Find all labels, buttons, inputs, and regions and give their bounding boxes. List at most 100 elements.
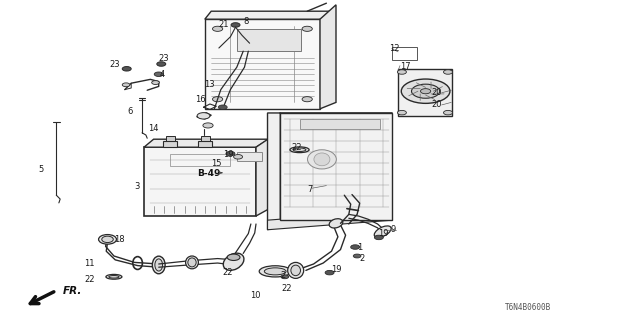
Circle shape <box>218 105 227 109</box>
Text: 15: 15 <box>211 159 221 168</box>
Circle shape <box>154 72 163 76</box>
Text: 18: 18 <box>114 235 125 244</box>
Bar <box>163 141 177 147</box>
Circle shape <box>444 70 452 74</box>
Text: 2: 2 <box>360 254 365 263</box>
Polygon shape <box>320 5 336 109</box>
Text: 6: 6 <box>128 107 133 116</box>
Circle shape <box>281 275 289 279</box>
Text: 5: 5 <box>38 165 44 174</box>
Ellipse shape <box>152 256 165 274</box>
Ellipse shape <box>291 265 301 276</box>
Text: 7: 7 <box>307 185 312 194</box>
Ellipse shape <box>288 262 304 278</box>
Polygon shape <box>144 147 256 216</box>
Bar <box>392 47 417 60</box>
Text: 20: 20 <box>431 100 442 109</box>
Text: 2: 2 <box>280 271 285 280</box>
Text: 19: 19 <box>223 150 233 159</box>
Ellipse shape <box>106 275 122 279</box>
Circle shape <box>152 81 159 84</box>
Ellipse shape <box>188 258 196 267</box>
Ellipse shape <box>314 153 330 166</box>
Text: 11: 11 <box>84 259 95 268</box>
Ellipse shape <box>293 148 306 152</box>
Ellipse shape <box>223 253 244 270</box>
Ellipse shape <box>259 266 291 277</box>
Text: 19: 19 <box>378 229 388 238</box>
Text: 17: 17 <box>400 62 411 71</box>
Polygon shape <box>205 19 320 109</box>
Polygon shape <box>205 11 333 19</box>
Polygon shape <box>300 119 380 129</box>
Circle shape <box>401 79 450 103</box>
Bar <box>198 141 212 147</box>
Ellipse shape <box>264 268 286 275</box>
Text: 23: 23 <box>109 60 120 69</box>
Circle shape <box>203 123 213 128</box>
Circle shape <box>420 89 431 94</box>
Circle shape <box>353 254 361 258</box>
Circle shape <box>234 155 243 159</box>
Text: 13: 13 <box>204 80 214 89</box>
Polygon shape <box>268 211 392 230</box>
Circle shape <box>325 270 334 275</box>
Text: 22: 22 <box>292 143 302 152</box>
Circle shape <box>444 110 452 115</box>
Text: 21: 21 <box>219 20 229 28</box>
Text: 1: 1 <box>357 243 362 252</box>
Text: 9: 9 <box>390 225 396 234</box>
Text: 12: 12 <box>389 44 399 53</box>
Circle shape <box>412 84 440 98</box>
Ellipse shape <box>186 256 198 269</box>
Ellipse shape <box>109 276 119 278</box>
Circle shape <box>351 245 360 249</box>
Circle shape <box>397 70 406 74</box>
Circle shape <box>122 67 131 71</box>
Text: 3: 3 <box>134 182 140 191</box>
Text: 23: 23 <box>159 54 170 63</box>
Text: 22: 22 <box>282 284 292 293</box>
Ellipse shape <box>99 235 116 244</box>
Circle shape <box>226 151 235 156</box>
Circle shape <box>397 110 406 115</box>
Text: 14: 14 <box>148 124 159 133</box>
Circle shape <box>302 97 312 102</box>
Ellipse shape <box>329 219 343 228</box>
Circle shape <box>157 62 166 66</box>
Circle shape <box>302 26 312 31</box>
Text: FR.: FR. <box>63 286 82 296</box>
Bar <box>237 152 262 161</box>
Polygon shape <box>268 113 280 230</box>
Ellipse shape <box>374 226 391 237</box>
Polygon shape <box>256 139 269 216</box>
Text: 19: 19 <box>332 265 342 274</box>
Bar <box>201 136 210 141</box>
Ellipse shape <box>308 150 337 169</box>
Circle shape <box>374 235 383 240</box>
Text: 22: 22 <box>223 268 233 277</box>
Text: B-49: B-49 <box>197 169 221 178</box>
Circle shape <box>212 26 223 31</box>
Circle shape <box>212 97 223 102</box>
Bar <box>398 69 452 116</box>
Bar <box>166 136 175 141</box>
Circle shape <box>197 113 210 119</box>
Polygon shape <box>280 113 392 220</box>
Circle shape <box>231 23 240 27</box>
Bar <box>170 154 230 166</box>
Circle shape <box>122 83 130 87</box>
Text: T6N4B0600B: T6N4B0600B <box>505 303 551 312</box>
Polygon shape <box>144 139 269 147</box>
Text: 10: 10 <box>250 292 260 300</box>
Circle shape <box>227 254 240 260</box>
Ellipse shape <box>155 259 163 271</box>
Bar <box>237 29 301 51</box>
Text: 16: 16 <box>195 95 206 104</box>
Text: 8: 8 <box>243 17 248 26</box>
Text: 4: 4 <box>160 70 165 79</box>
Ellipse shape <box>102 236 113 243</box>
Text: 20: 20 <box>431 88 442 97</box>
Ellipse shape <box>290 147 309 153</box>
Text: 22: 22 <box>84 275 95 284</box>
